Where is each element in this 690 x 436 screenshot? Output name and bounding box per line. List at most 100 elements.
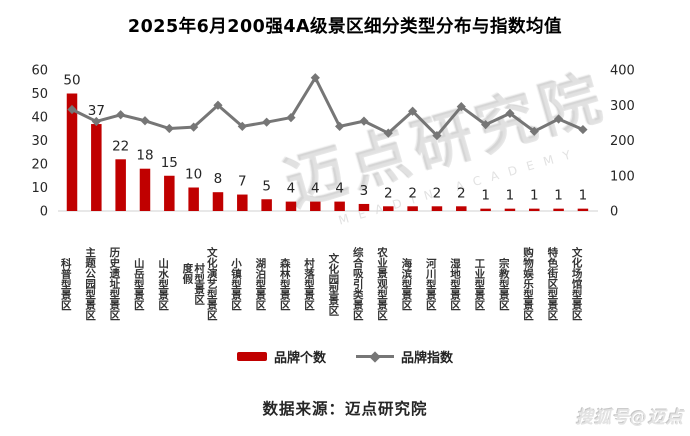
category-label: 海滨型景区: [400, 257, 413, 311]
category-label: 文化园型景区: [327, 252, 340, 316]
category-label: 文化演艺型景区: [205, 247, 218, 321]
line-marker: [189, 122, 199, 132]
brand-index-line: [71, 76, 584, 138]
category-label: 宗教型景区: [497, 257, 510, 311]
line-marker: [578, 124, 588, 135]
bar-value-label: 4: [335, 181, 344, 197]
line-marker: [529, 126, 539, 136]
category-label: 山水型景区: [157, 257, 170, 311]
category-label: 综合吸引类景区: [351, 247, 364, 321]
bar-value-label: 18: [136, 148, 153, 164]
brand-count-bar: [91, 124, 102, 211]
brand-count-bar: [407, 206, 418, 211]
brand-count-bar: [237, 194, 248, 211]
line-marker: [140, 116, 150, 126]
brand-count-bar: [310, 201, 321, 211]
category-label: 文化场馆型景区: [570, 247, 583, 321]
legend-item-brand-index: 品牌指数: [356, 347, 453, 366]
bar-value-label: 2: [457, 185, 466, 201]
right-axis-tick-label: 400: [610, 64, 635, 79]
category-label: 历史遗址型景区: [108, 247, 121, 321]
bar-value-label: 4: [311, 181, 320, 197]
brand-count-bar: [504, 208, 516, 211]
bar-value-label: 15: [161, 155, 178, 171]
category-label: 湖泊型景区: [254, 257, 267, 311]
category-label: 湿地型景区: [449, 257, 462, 311]
category-label: 小镇型景区: [230, 257, 243, 311]
bar-value-label: 50: [63, 73, 80, 89]
brand-count-bar: [456, 206, 467, 211]
brand-count-bar: [577, 208, 589, 211]
brand-count-bar: [383, 206, 394, 211]
brand-count-bar: [212, 192, 224, 211]
line-marker: [335, 121, 345, 131]
line-marker: [505, 108, 515, 118]
legend-line-label: 品牌指数: [401, 351, 454, 366]
bar-value-label: 7: [238, 174, 247, 190]
line-marker: [116, 110, 126, 120]
bar-value-label: 1: [481, 188, 490, 204]
category-label: 森林型景区: [278, 257, 291, 311]
line-marker: [432, 130, 442, 141]
line-marker: [554, 114, 564, 124]
category-label: 特色街区型景区: [546, 247, 559, 321]
corner-watermark: 搜狐号@迈点: [576, 408, 684, 428]
brand-count-bar: [431, 206, 443, 211]
line-marker: [286, 112, 296, 123]
line-marker: [67, 104, 77, 115]
legend-item-brand-count: 品牌个数: [236, 347, 326, 366]
brand-count-bar: [66, 93, 78, 211]
data-source-note: 数据来源：迈点研究院: [262, 400, 428, 418]
bar-value-label: 3: [360, 183, 369, 199]
bar-value-label: 37: [88, 103, 105, 119]
brand-count-bar: [115, 159, 126, 211]
right-axis-tick-label: 100: [610, 169, 635, 184]
brand-count-bar: [480, 208, 491, 211]
left-axis-tick-label: 10: [31, 181, 48, 196]
bar-value-label: 8: [214, 171, 223, 187]
diamond-marker-icon: [369, 350, 381, 363]
brand-count-bar: [139, 168, 151, 211]
brand-count-bar: [529, 208, 540, 211]
brand-count-bar: [188, 187, 199, 211]
brand-count-bar: [334, 201, 345, 211]
left-axis-tick-label: 50: [31, 87, 48, 102]
brand-count-bar: [285, 201, 297, 211]
left-axis-tick-label: 20: [31, 158, 48, 173]
bar-value-label: 5: [262, 178, 271, 194]
category-label: 农业景观型景区: [376, 247, 389, 321]
x-axis-labels: 科普型景区 主题公园型景区 历史遗址型景区 山岳型景区 山水型景区 度假 村型景区 文化演艺…: [0, 223, 690, 345]
category-label: 河川型景区: [424, 257, 437, 311]
chart-title: 2025年6月200强4A级景区细分类型分布与指数均值: [127, 17, 563, 37]
bar-value-label: 1: [579, 188, 588, 204]
line-marker: [359, 116, 369, 126]
left-axis-tick-label: 40: [31, 111, 48, 126]
category-label: 科普型景区: [59, 257, 72, 311]
legend-bar-label: 品牌个数: [273, 351, 326, 366]
bar-value-label: 4: [287, 181, 296, 197]
line-marker: [456, 102, 466, 112]
right-axis-tick-label: 0: [610, 205, 618, 220]
left-axis-tick-label: 0: [40, 205, 48, 220]
line-marker: [164, 123, 174, 134]
category-label: 山岳型景区: [132, 257, 145, 311]
bar-value-label: 22: [112, 138, 129, 154]
category-label: 购物娱乐型景区: [522, 247, 535, 321]
bar-swatch-icon: [236, 352, 267, 361]
line-marker: [262, 117, 272, 127]
chart-legend: 品牌个数 品牌指数: [0, 347, 690, 366]
line-marker: [481, 120, 491, 130]
line-swatch-icon: [356, 350, 394, 363]
category-label: 村落型景区: [303, 257, 316, 311]
category-label: 度假 村型景区: [181, 263, 206, 305]
brand-count-bar: [553, 208, 564, 211]
left-axis-tick-label: 60: [31, 64, 48, 79]
bar-value-label: 2: [408, 185, 417, 201]
category-label: 主题公园型景区: [84, 247, 97, 321]
brand-count-bar: [164, 175, 175, 211]
bar-value-label: 1: [530, 188, 539, 204]
line-marker: [408, 106, 418, 116]
left-axis-tick-label: 30: [31, 134, 48, 149]
